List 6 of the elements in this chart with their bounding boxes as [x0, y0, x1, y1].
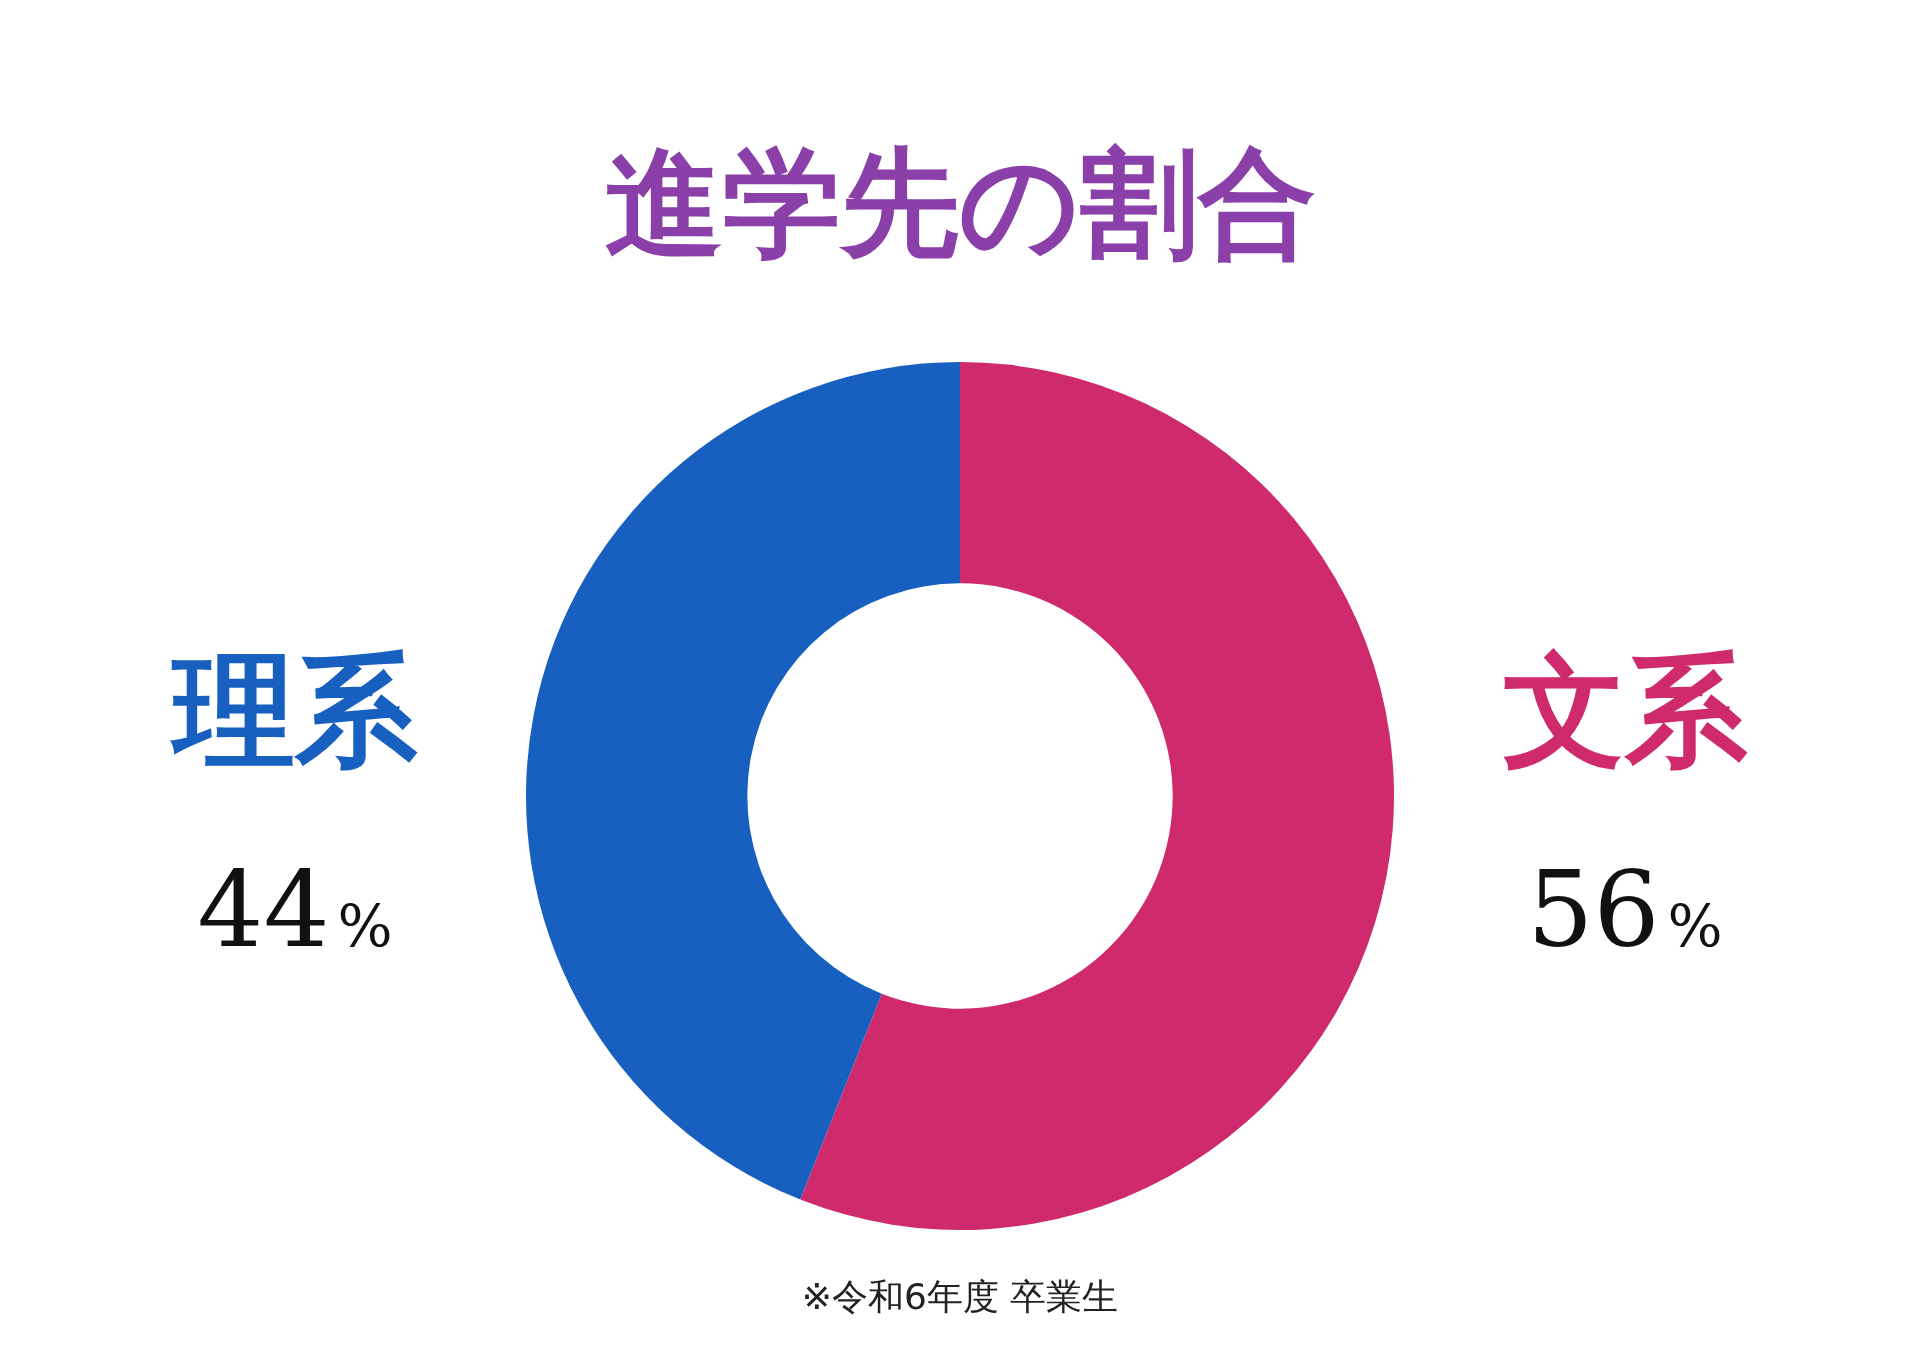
data-label: 56% [1527, 849, 1723, 971]
text: ※令和6年度 卒業生 [801, 1276, 1119, 1318]
slice-label: 文系 [1503, 637, 1748, 782]
chart-title: 進学先の割合 [604, 132, 1316, 272]
slice-label: 理系 [170, 637, 418, 782]
data-label: 44% [197, 849, 393, 971]
